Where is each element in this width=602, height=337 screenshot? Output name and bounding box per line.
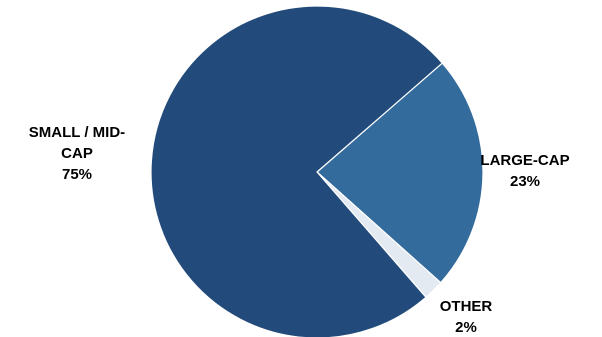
slice-category-text: SMALL / MID- <box>29 124 125 141</box>
pie-slice-small-mid-cap <box>150 5 443 337</box>
slice-category-text: LARGE-CAP <box>480 152 569 169</box>
pie-labels: LARGE-CAP 23% OTHER 2% SMALL / MID- CAP 75% <box>29 124 570 336</box>
slice-category-text: OTHER <box>440 298 493 315</box>
slice-category-text: CAP <box>61 145 93 162</box>
slice-value-text: 2% <box>455 319 477 336</box>
slice-value-text: 75% <box>62 166 92 183</box>
slice-value-text: 23% <box>510 173 540 190</box>
pie-slice-large-cap <box>316 62 484 284</box>
slice-label-small-mid-cap: SMALL / MID- CAP 75% <box>29 124 125 183</box>
slice-label-large-cap: LARGE-CAP 23% <box>480 152 569 190</box>
slice-label-other: OTHER 2% <box>440 298 493 336</box>
pie-slices <box>150 5 484 337</box>
